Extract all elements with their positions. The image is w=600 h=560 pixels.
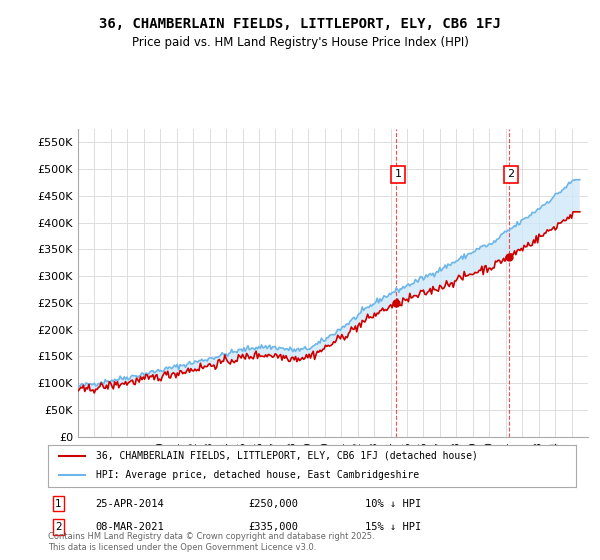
Text: HPI: Average price, detached house, East Cambridgeshire: HPI: Average price, detached house, East…: [95, 470, 419, 479]
Text: £250,000: £250,000: [248, 499, 299, 509]
Text: 2: 2: [55, 522, 62, 532]
Text: 1: 1: [55, 499, 62, 509]
Text: 08-MAR-2021: 08-MAR-2021: [95, 522, 164, 532]
Text: 25-APR-2014: 25-APR-2014: [95, 499, 164, 509]
Text: Price paid vs. HM Land Registry's House Price Index (HPI): Price paid vs. HM Land Registry's House …: [131, 36, 469, 49]
Text: 1: 1: [395, 169, 402, 179]
Text: Contains HM Land Registry data © Crown copyright and database right 2025.
This d: Contains HM Land Registry data © Crown c…: [48, 532, 374, 552]
Text: 15% ↓ HPI: 15% ↓ HPI: [365, 522, 421, 532]
Text: 36, CHAMBERLAIN FIELDS, LITTLEPORT, ELY, CB6 1FJ: 36, CHAMBERLAIN FIELDS, LITTLEPORT, ELY,…: [99, 17, 501, 31]
Text: 36, CHAMBERLAIN FIELDS, LITTLEPORT, ELY, CB6 1FJ (detached house): 36, CHAMBERLAIN FIELDS, LITTLEPORT, ELY,…: [95, 451, 478, 461]
Text: £335,000: £335,000: [248, 522, 299, 532]
Text: 2: 2: [508, 169, 515, 179]
Text: 10% ↓ HPI: 10% ↓ HPI: [365, 499, 421, 509]
